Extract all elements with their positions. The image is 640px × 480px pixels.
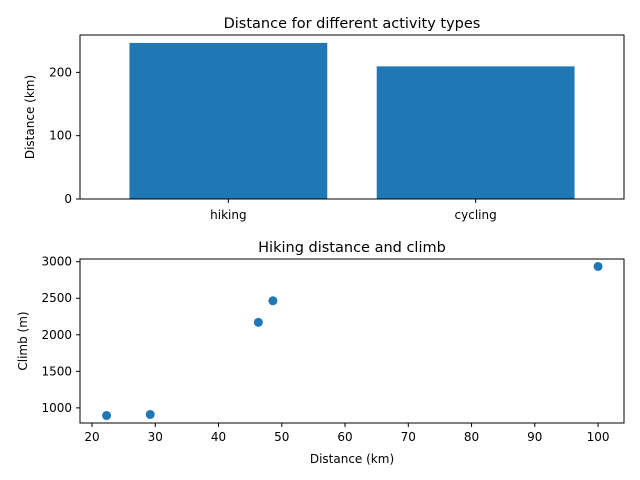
bar-y-tick-label: 0: [64, 192, 72, 206]
scatter-x-tick-label: 50: [274, 430, 289, 444]
scatter-x-tick-label: 100: [587, 430, 610, 444]
scatter-x-axis-label: Distance (km): [310, 452, 394, 466]
scatter-y-axis-label: Climb (m): [16, 311, 30, 370]
bar-x-tick-label: hiking: [210, 208, 246, 222]
bar-x-ticks: hiking cycling: [210, 199, 497, 222]
bar-y-axis-label: Distance (km): [23, 75, 37, 159]
scatter-y-ticks: 1000 1500 2000 2500 3000: [41, 255, 80, 415]
bar-hiking: [129, 42, 328, 200]
scatter-y-tick-label: 1000: [41, 401, 72, 415]
scatter-point: [268, 296, 278, 306]
scatter-y-tick-label: 2000: [41, 328, 72, 342]
scatter-subplot: Hiking distance and climb Climb (m) Dist…: [16, 240, 625, 466]
bar-y-tick-label: 100: [49, 129, 72, 143]
bar-x-tick-label: cycling: [455, 208, 497, 222]
scatter-x-tick-label: 30: [148, 430, 163, 444]
scatter-x-tick-label: 90: [527, 430, 542, 444]
scatter-point: [593, 261, 603, 271]
bar-cycling: [376, 66, 575, 199]
scatter-x-ticks: 20 30 40 50 60 70 80 90 100: [84, 423, 610, 444]
scatter-x-tick-label: 20: [84, 430, 99, 444]
scatter-chart-title: Hiking distance and climb: [258, 240, 446, 256]
bar-chart-title: Distance for different activity types: [224, 16, 481, 32]
bar-y-tick-label: 200: [49, 65, 72, 79]
scatter-x-tick-label: 40: [211, 430, 226, 444]
scatter-y-tick-label: 3000: [41, 255, 72, 269]
scatter-y-tick-label: 2500: [41, 291, 72, 305]
scatter-x-tick-label: 60: [337, 430, 352, 444]
bar-y-ticks: 0 100 200: [49, 65, 80, 206]
bar-plot-frame: [79, 34, 625, 200]
bar-marks: [129, 42, 575, 200]
bar-subplot: Distance for different activity types Di…: [23, 16, 625, 222]
scatter-point: [145, 409, 155, 419]
scatter-x-tick-label: 80: [464, 430, 479, 444]
scatter-x-tick-label: 70: [401, 430, 416, 444]
scatter-point: [102, 411, 112, 421]
scatter-y-tick-label: 1500: [41, 364, 72, 378]
scatter-points: [102, 261, 603, 421]
scatter-plot-frame: [79, 258, 625, 424]
scatter-point: [253, 317, 263, 327]
